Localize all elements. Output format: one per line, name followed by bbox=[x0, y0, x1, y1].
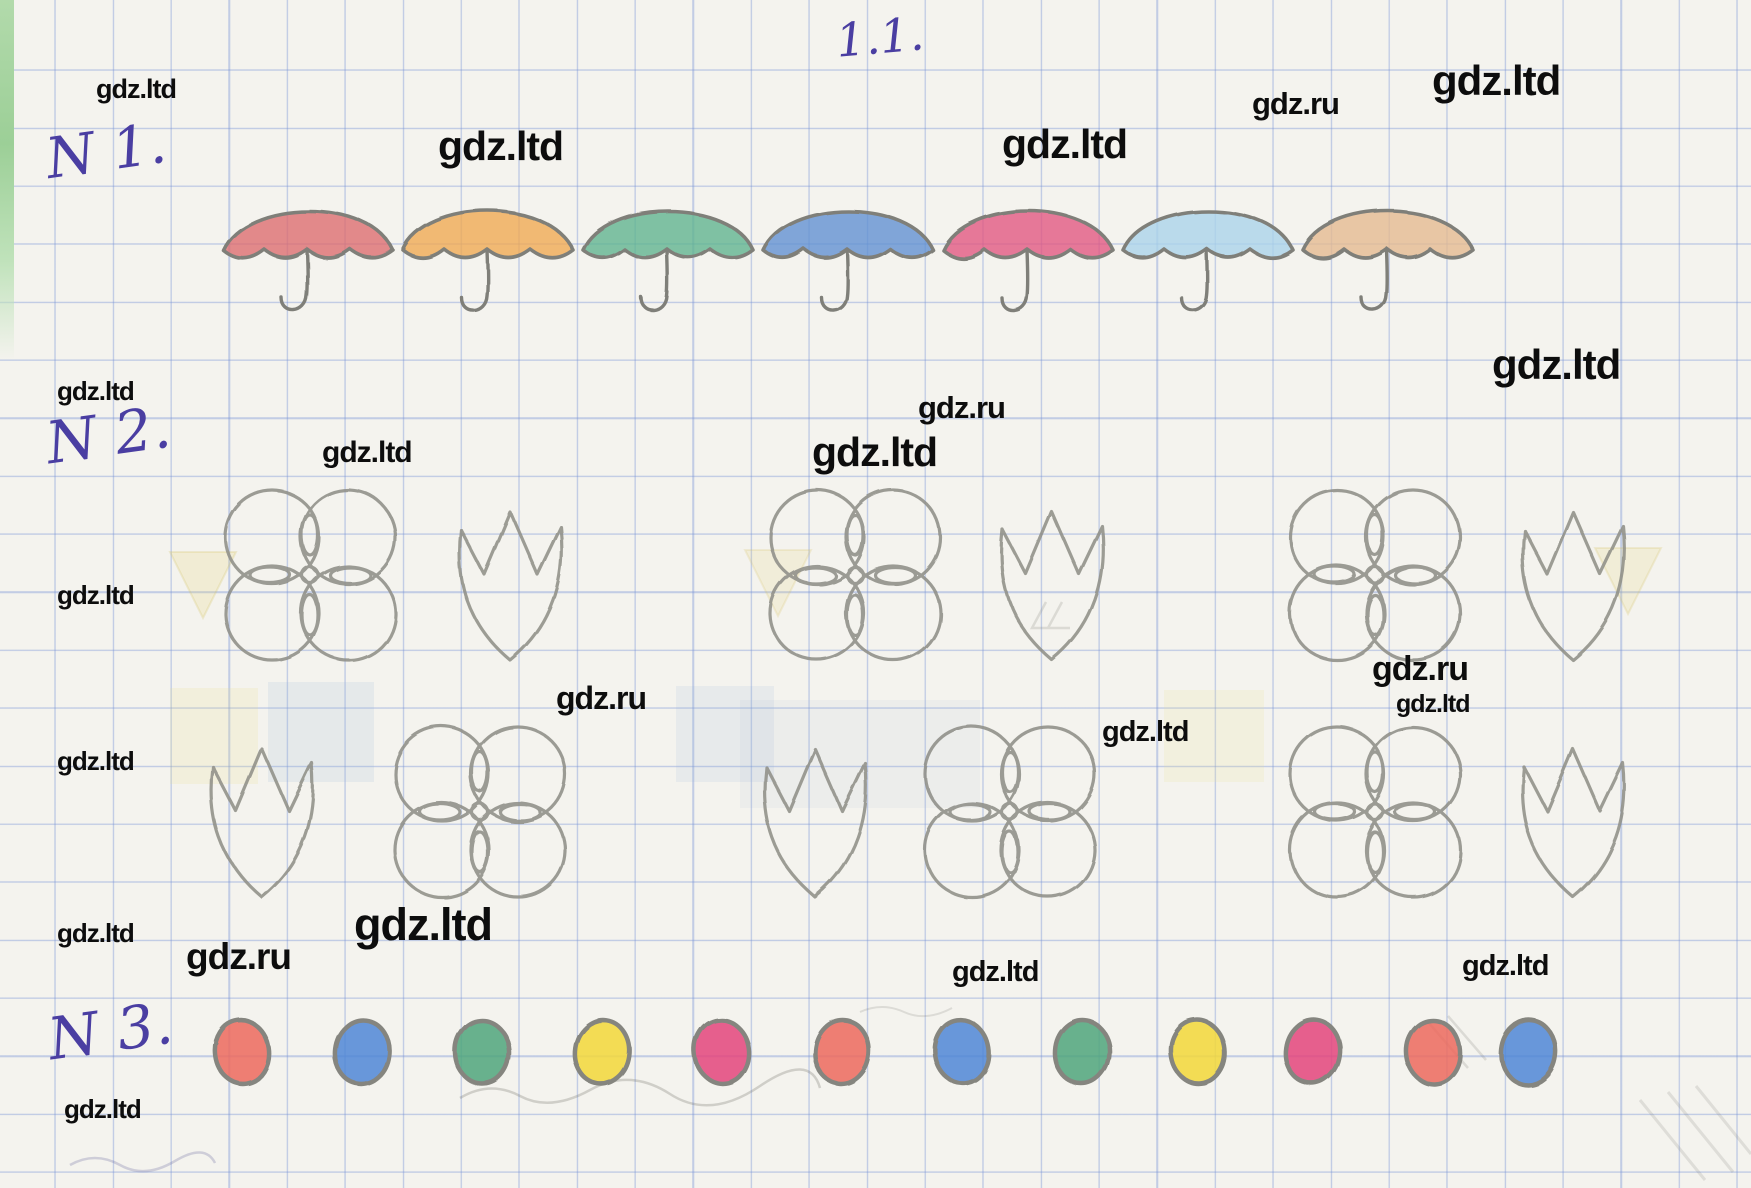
egg-yellow bbox=[1168, 1017, 1228, 1087]
watermark-gdz-ltd: gdz.ltd bbox=[57, 580, 135, 610]
watermark-gdz-ltd: gdz.ltd bbox=[812, 429, 938, 475]
task-label-1: N 1. bbox=[41, 110, 171, 193]
umbrella-red bbox=[221, 209, 395, 313]
pencil-flower bbox=[223, 488, 397, 662]
watermark-gdz-ltd: gdz.ltd bbox=[322, 436, 413, 469]
pencil-tulip bbox=[999, 510, 1105, 662]
egg-green bbox=[452, 1017, 512, 1087]
watermark-gdz-ltd: gdz.ltd bbox=[438, 123, 564, 169]
pencil-flower bbox=[1288, 725, 1462, 899]
pencil-flower bbox=[1288, 488, 1462, 662]
watermark-gdz-ltd: gdz.ltd bbox=[1432, 57, 1561, 104]
watermark-gdz-ltd: gdz.ltd bbox=[57, 918, 135, 948]
watermark-gdz-ltd: gdz.ltd bbox=[1396, 690, 1471, 718]
umbrella-orange bbox=[401, 209, 575, 313]
egg-pink bbox=[692, 1017, 752, 1087]
egg-pink bbox=[1283, 1017, 1343, 1087]
egg-blue bbox=[332, 1017, 392, 1087]
watermark-gdz-ltd: gdz.ltd bbox=[1492, 341, 1621, 388]
umbrella-light-blue bbox=[1121, 209, 1295, 313]
egg-yellow bbox=[572, 1017, 632, 1087]
umbrellas-row bbox=[221, 209, 1475, 313]
umbrella-green bbox=[581, 209, 755, 313]
watermark-gdz-ru: gdz.ru bbox=[186, 936, 292, 977]
watermark-gdz-ltd: gdz.ltd bbox=[952, 956, 1039, 988]
watermark-gdz-ltd: gdz.ltd bbox=[96, 74, 177, 104]
umbrella-tan bbox=[1301, 209, 1475, 313]
pencil-flower bbox=[923, 725, 1097, 899]
watermark-gdz-ru: gdz.ru bbox=[918, 390, 1006, 425]
pencil-tulip bbox=[1520, 747, 1626, 899]
page-edge-strip bbox=[0, 0, 14, 360]
task-label-3: N 3. bbox=[43, 988, 177, 1074]
watermark-gdz-ru: gdz.ru bbox=[1372, 650, 1469, 688]
umbrella-pink bbox=[941, 209, 1115, 313]
watermark-gdz-ltd: gdz.ltd bbox=[57, 746, 135, 776]
watermark-gdz-ltd: gdz.ltd bbox=[1102, 716, 1189, 748]
watermark-gdz-ru: gdz.ru bbox=[1252, 86, 1340, 121]
egg-red bbox=[212, 1017, 272, 1087]
watermark-gdz-ltd: gdz.ltd bbox=[64, 1094, 142, 1124]
watermark-gdz-ltd: gdz.ltd bbox=[1462, 950, 1549, 982]
egg-red bbox=[812, 1017, 872, 1087]
egg-green bbox=[1052, 1017, 1112, 1087]
watermark-gdz-ru: gdz.ru bbox=[556, 680, 647, 716]
watermark-gdz-ltd: gdz.ltd bbox=[1002, 121, 1128, 167]
pencil-flower bbox=[393, 725, 567, 899]
pencil-tulip bbox=[457, 510, 563, 662]
egg-blue bbox=[1498, 1017, 1558, 1087]
pencil-tulip bbox=[1520, 510, 1626, 662]
pencil-flower bbox=[768, 488, 942, 662]
egg-red bbox=[1403, 1017, 1463, 1087]
colored-eggs-row bbox=[212, 1017, 1558, 1087]
bleed-through-decor bbox=[69, 547, 1751, 1181]
flower-tulip-pattern bbox=[209, 488, 1626, 899]
egg-blue bbox=[932, 1017, 992, 1087]
watermark-gdz-ltd: gdz.ltd bbox=[354, 899, 493, 950]
umbrella-blue bbox=[761, 209, 935, 313]
task-label-2: N 2. bbox=[41, 392, 175, 478]
pencil-tulip bbox=[209, 747, 315, 899]
watermark-gdz-ltd: gdz.ltd bbox=[57, 376, 135, 406]
lesson-number: 1.1. bbox=[833, 6, 926, 68]
pencil-tulip bbox=[762, 747, 868, 899]
